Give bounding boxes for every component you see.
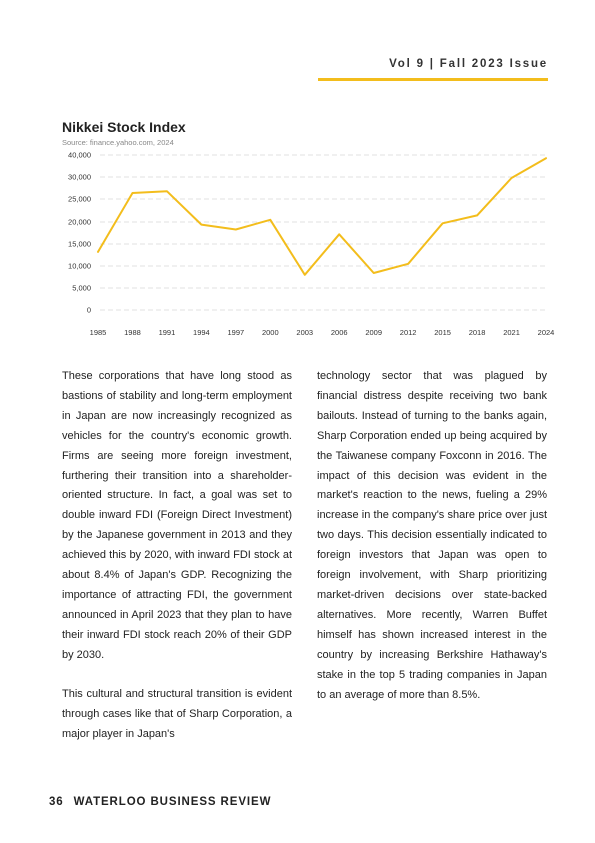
- x-tick-label: 2012: [400, 328, 417, 337]
- chart-title: Nikkei Stock Index: [62, 119, 186, 135]
- y-tick-label: 5,000: [72, 284, 91, 293]
- y-tick-label: 30,000: [68, 173, 91, 182]
- y-tick-label: 0: [87, 306, 91, 315]
- article-paragraph: technology sector that was plagued by fi…: [317, 367, 547, 705]
- y-tick-label: 15,000: [68, 240, 91, 249]
- header-rule: [318, 78, 548, 81]
- series-line: [98, 158, 546, 275]
- x-tick-label: 1991: [159, 328, 176, 337]
- x-tick-label: 2009: [365, 328, 382, 337]
- x-tick-label: 1985: [90, 328, 107, 337]
- y-tick-label: 10,000: [68, 262, 91, 271]
- x-tick-label: 2003: [296, 328, 313, 337]
- chart-source: Source: finance.yahoo.com, 2024: [62, 138, 174, 147]
- page-number: 36: [49, 796, 64, 808]
- publication-name: WATERLOO BUSINESS REVIEW: [74, 796, 272, 808]
- x-tick-label: 2006: [331, 328, 348, 337]
- x-tick-label: 2015: [434, 328, 451, 337]
- y-tick-label: 40,000: [68, 151, 91, 160]
- x-tick-label: 2018: [469, 328, 486, 337]
- x-tick-label: 1997: [228, 328, 245, 337]
- issue-header: Vol 9 | Fall 2023 Issue: [389, 58, 548, 70]
- x-tick-label: 1994: [193, 328, 210, 337]
- x-tick-label: 2021: [503, 328, 520, 337]
- x-tick-label: 1988: [124, 328, 141, 337]
- page-footer: 36 WATERLOO BUSINESS REVIEW: [49, 796, 271, 808]
- x-tick-label: 2000: [262, 328, 279, 337]
- article-paragraph: These corporations that have long stood …: [62, 367, 292, 666]
- y-tick-label: 20,000: [68, 218, 91, 227]
- y-tick-label: 25,000: [68, 195, 91, 204]
- article-paragraph: This cultural and structural transition …: [62, 685, 292, 745]
- nikkei-line-chart: 0 5,000 10,000 15,000 20,000 25,000 30,000 40,0…: [40, 148, 560, 343]
- article-column-left: These corporations that have long stood …: [62, 367, 292, 745]
- x-tick-label: 2024: [538, 328, 555, 337]
- article-column-right: technology sector that was plagued by fi…: [317, 367, 547, 705]
